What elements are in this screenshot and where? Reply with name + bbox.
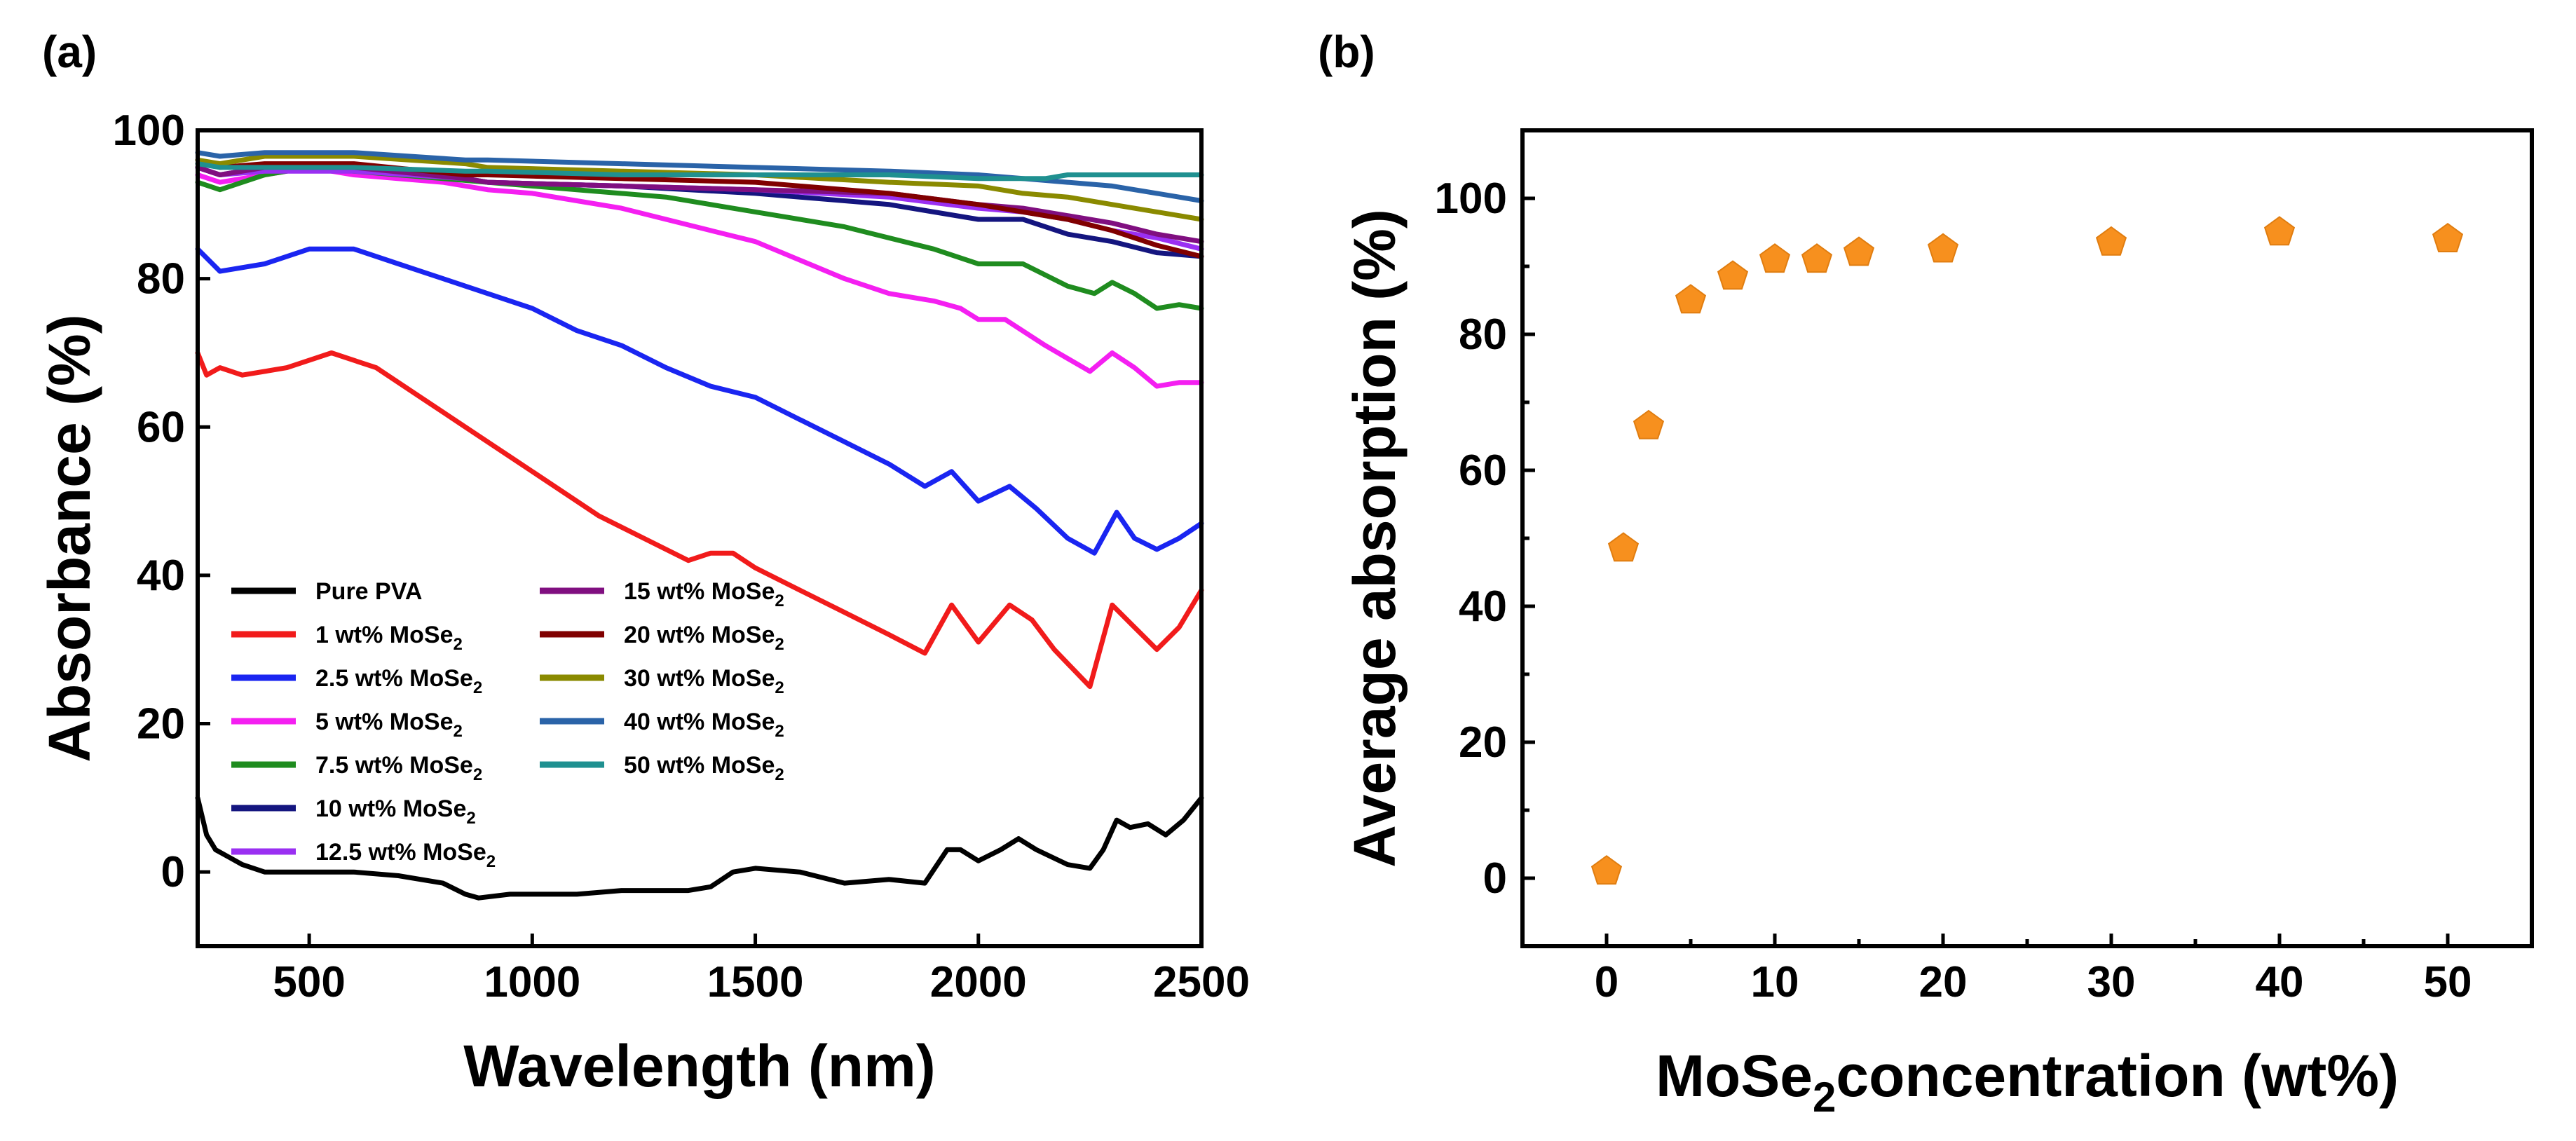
- series-line-20-wt-mose2: [195, 157, 1204, 259]
- y-tick-label: 80: [1459, 310, 1507, 359]
- y-tick-label: 40: [137, 552, 185, 600]
- x-tick-label: 1000: [484, 958, 580, 1006]
- series-line-pure-pva: [195, 795, 1204, 901]
- panel-a-label: (a): [42, 27, 97, 77]
- legend-item-10-wt-mose2: 10 wt% MoSe2: [231, 795, 476, 828]
- data-point-30-wt: [2095, 226, 2127, 256]
- legend-label: 40 wt% MoSe2: [624, 709, 784, 741]
- legend-label: 20 wt% MoSe2: [624, 622, 784, 654]
- legend-item-30-wt-mose2: 30 wt% MoSe2: [540, 665, 784, 697]
- x-tick-label: 20: [1919, 958, 1968, 1006]
- x-tick-label: 40: [2256, 958, 2304, 1006]
- legend-item-pure-pva: Pure PVA: [231, 578, 422, 605]
- panel-a-spectra-chart: (a) 500 1000 1500 2000 2500 0 20 40 60 80 100 Pure…: [36, 27, 1250, 1099]
- panel-b-label: (b): [1318, 27, 1375, 77]
- y-tick-label: 20: [1459, 718, 1507, 767]
- data-point-1-wt: [1607, 532, 1640, 562]
- data-point-2-5-wt: [1633, 409, 1665, 439]
- y-tick-label: 0: [1483, 854, 1507, 903]
- data-point-15-wt: [1843, 236, 1875, 266]
- panel-a-y-axis-title: Absorbance (%): [36, 314, 102, 762]
- panel-a-legend: Pure PVA 1 wt% MoSe2 2.5 wt% MoSe2 5 wt% Mo…: [231, 578, 784, 871]
- legend-item-15-wt-mose2: 15 wt% MoSe2: [540, 578, 784, 610]
- x-tick-label: 10: [1751, 958, 1799, 1006]
- series-line-50-wt-mose2: [195, 161, 1204, 182]
- panel-b-ticks: 0 10 20 30 40 50 0 20 40 60 80 100: [1435, 128, 2472, 1006]
- y-tick-label: 100: [1435, 175, 1507, 223]
- panel-b-x-axis-title-sub: 2: [1813, 1074, 1836, 1121]
- legend-item-50-wt-mose2: 50 wt% MoSe2: [540, 752, 784, 784]
- x-tick-label: 0: [1595, 958, 1618, 1006]
- legend-label: 30 wt% MoSe2: [624, 665, 784, 697]
- panel-a-ticks: 500 1000 1500 2000 2500 0 20 40 60 80 100: [113, 107, 1250, 1006]
- data-point-0-wt: [1590, 855, 1623, 885]
- legend-label: 12.5 wt% MoSe2: [315, 839, 496, 871]
- y-tick-label: 40: [1459, 582, 1507, 631]
- legend-item-40-wt-mose2: 40 wt% MoSe2: [540, 709, 784, 741]
- x-tick-label: 2000: [930, 958, 1027, 1006]
- x-tick-label: 30: [2087, 958, 2136, 1006]
- x-tick-label: 500: [273, 958, 345, 1006]
- panel-b-x-axis-title-main: MoSe: [1656, 1043, 1813, 1109]
- panel-b-x-axis-title-rest: concentration (wt%): [1836, 1043, 2399, 1109]
- panel-b-data-points: [1590, 216, 2464, 885]
- legend-item-12-5-wt-mose2: 12.5 wt% MoSe2: [231, 839, 496, 871]
- data-point-50-wt: [2432, 222, 2464, 252]
- x-tick-label: 50: [2424, 958, 2472, 1006]
- y-tick-label: 80: [137, 255, 185, 303]
- legend-label: 1 wt% MoSe2: [315, 622, 463, 654]
- legend-label: 5 wt% MoSe2: [315, 709, 463, 741]
- panel-a-plot-frame: [196, 128, 1204, 948]
- panel-b-x-axis-title: MoSe2concentration (wt%): [1656, 1043, 2399, 1121]
- legend-item-20-wt-mose2: 20 wt% MoSe2: [540, 622, 784, 654]
- y-tick-label: 20: [137, 700, 185, 749]
- legend-label: 7.5 wt% MoSe2: [315, 752, 482, 784]
- legend-item-2-5-wt-mose2: 2.5 wt% MoSe2: [231, 665, 482, 697]
- x-tick-label: 1500: [707, 958, 804, 1006]
- panel-a-x-axis-title: Wavelength (nm): [463, 1033, 936, 1099]
- panel-b-plot-frame: [1520, 128, 2534, 948]
- y-tick-label: 60: [1459, 446, 1507, 495]
- legend-item-1-wt-mose2: 1 wt% MoSe2: [231, 622, 463, 654]
- series-line-5-wt-mose2: [195, 165, 1204, 389]
- y-tick-label: 60: [137, 403, 185, 451]
- data-point-10-wt: [1759, 243, 1791, 273]
- data-point-5-wt: [1675, 284, 1707, 314]
- data-point-7-5-wt: [1717, 260, 1749, 290]
- series-line-1-wt-mose2: [195, 350, 1204, 690]
- legend-label: 10 wt% MoSe2: [315, 795, 476, 828]
- x-tick-label: 2500: [1153, 958, 1250, 1006]
- data-point-12-5-wt: [1801, 243, 1833, 273]
- legend-label: Pure PVA: [315, 578, 422, 605]
- y-tick-label: 0: [161, 848, 185, 896]
- legend-label: 15 wt% MoSe2: [624, 578, 784, 610]
- legend-item-5-wt-mose2: 5 wt% MoSe2: [231, 709, 463, 741]
- data-point-20-wt: [1927, 233, 1959, 263]
- panel-a-series-lines: [195, 150, 1204, 901]
- legend-item-7-5-wt-mose2: 7.5 wt% MoSe2: [231, 752, 482, 784]
- panel-b-y-axis-title: Average absorption (%): [1342, 209, 1408, 868]
- legend-label: 2.5 wt% MoSe2: [315, 665, 482, 697]
- y-tick-label: 100: [113, 107, 185, 155]
- panel-b-scatter-chart: (b) 0 10 20 30 40 50 0 20 40 60 80 100 MoSe2concent…: [1318, 27, 2534, 1121]
- series-line-2-5-wt-mose2: [195, 246, 1204, 556]
- legend-label: 50 wt% MoSe2: [624, 752, 784, 784]
- series-line-40-wt-mose2: [195, 150, 1204, 203]
- data-point-40-wt: [2263, 216, 2296, 246]
